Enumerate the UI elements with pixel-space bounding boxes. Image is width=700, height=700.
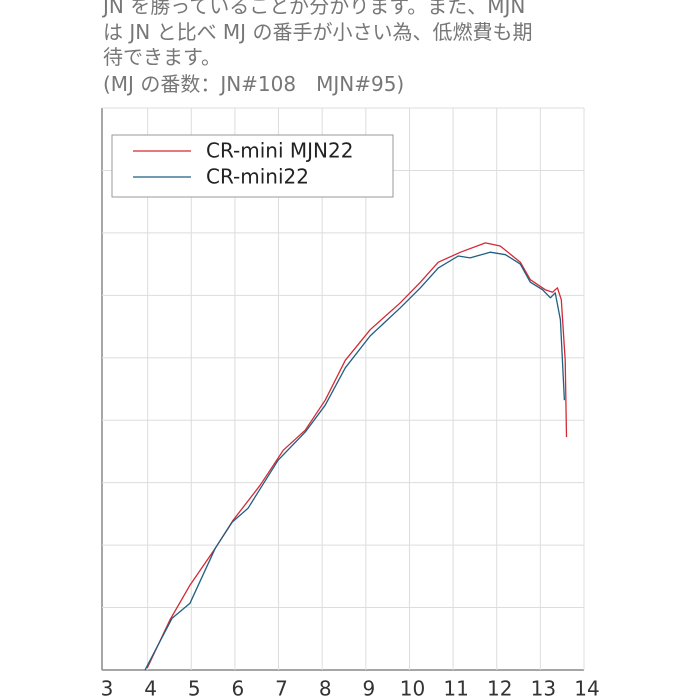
x-tick-label: 10: [400, 677, 425, 700]
x-tick-label: 5: [188, 677, 201, 700]
x-tick-label: 11: [443, 677, 468, 700]
text-line: 待できます。: [103, 45, 221, 69]
line-series: [146, 242, 568, 669]
x-tick-label: 13: [531, 677, 556, 700]
text-line: は JN と比べ MJ の番手が小さい為、低燃費も期: [103, 20, 533, 44]
x-tick-label: 12: [487, 677, 512, 700]
text-line: JN を勝っていることが分かります。また、MJN: [103, 0, 526, 18]
x-tick-label: 14: [574, 677, 599, 700]
line-series: [144, 251, 566, 671]
x-tick-label: 8: [319, 677, 332, 700]
text-line: (MJ の番数：JN#108 MJN#95): [103, 72, 405, 96]
x-tick-label: 6: [232, 677, 245, 700]
legend-box: [111, 134, 394, 198]
x-tick-label: 7: [275, 677, 288, 700]
x-tick-label: 4: [144, 677, 157, 700]
legend-label: CR-mini MJN22: [206, 139, 353, 163]
legend-label: CR-mini22: [206, 165, 309, 189]
x-tick-label: 3: [101, 677, 114, 700]
x-tick-label: 9: [362, 677, 375, 700]
